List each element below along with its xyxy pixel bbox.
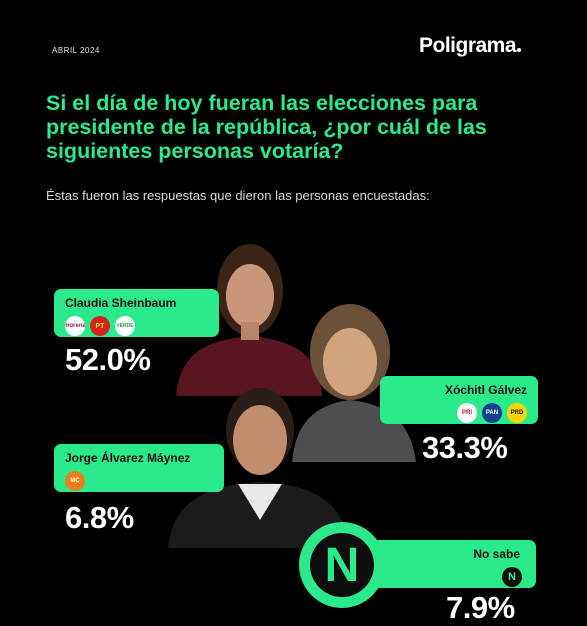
candidate-card-no-sabe: No sabe N bbox=[372, 540, 536, 588]
portrait-jorge-alvarez-maynez-icon bbox=[168, 388, 350, 548]
party-pan-icon: PAN bbox=[482, 403, 502, 423]
candidate-name: Jorge Álvarez Máynez bbox=[65, 451, 191, 465]
percent-xochitl-galvez: 33.3% bbox=[422, 430, 508, 465]
party-mc-icon: MC bbox=[65, 471, 85, 491]
party-verde-icon: VERDE bbox=[115, 316, 135, 336]
party-morena-icon: morena bbox=[65, 316, 85, 336]
chart-title: Si el día de hoy fueran las elecciones p… bbox=[46, 91, 487, 163]
candidate-card-xochitl-galvez: Xóchitl Gálvez PRI PAN PRD bbox=[380, 376, 538, 424]
portrait-claudia-sheinbaum-icon bbox=[176, 244, 322, 396]
percent-no-sabe: 7.9% bbox=[446, 590, 515, 625]
candidate-name: Claudia Sheinbaum bbox=[65, 296, 177, 310]
percent-claudia-sheinbaum: 52.0% bbox=[65, 342, 151, 377]
brand-dot-icon bbox=[517, 48, 522, 52]
percent-jorge-alvarez-maynez: 6.8% bbox=[65, 500, 134, 535]
party-pt-icon: PT bbox=[90, 316, 110, 336]
report-date: ABRIL 2024 bbox=[52, 46, 100, 55]
brand-logo: Poligrama bbox=[419, 34, 522, 58]
brand-name: Poligrama bbox=[419, 34, 517, 57]
candidate-name: No sabe bbox=[473, 547, 520, 561]
candidate-card-claudia-sheinbaum: Claudia Sheinbaum morena PT VERDE bbox=[54, 289, 219, 337]
candidate-name: Xóchitl Gálvez bbox=[444, 383, 527, 397]
party-prd-icon: PRD bbox=[507, 403, 527, 423]
no-sabe-n-icon: N bbox=[502, 567, 522, 587]
candidate-card-jorge-alvarez-maynez: Jorge Álvarez Máynez MC bbox=[54, 444, 224, 492]
chart-subtitle: Éstas fueron las respuestas que dieron l… bbox=[46, 188, 430, 203]
no-sabe-badge-icon: N bbox=[299, 522, 385, 608]
no-sabe-badge-letter: N bbox=[310, 533, 374, 597]
party-pri-icon: PRI bbox=[457, 403, 477, 423]
